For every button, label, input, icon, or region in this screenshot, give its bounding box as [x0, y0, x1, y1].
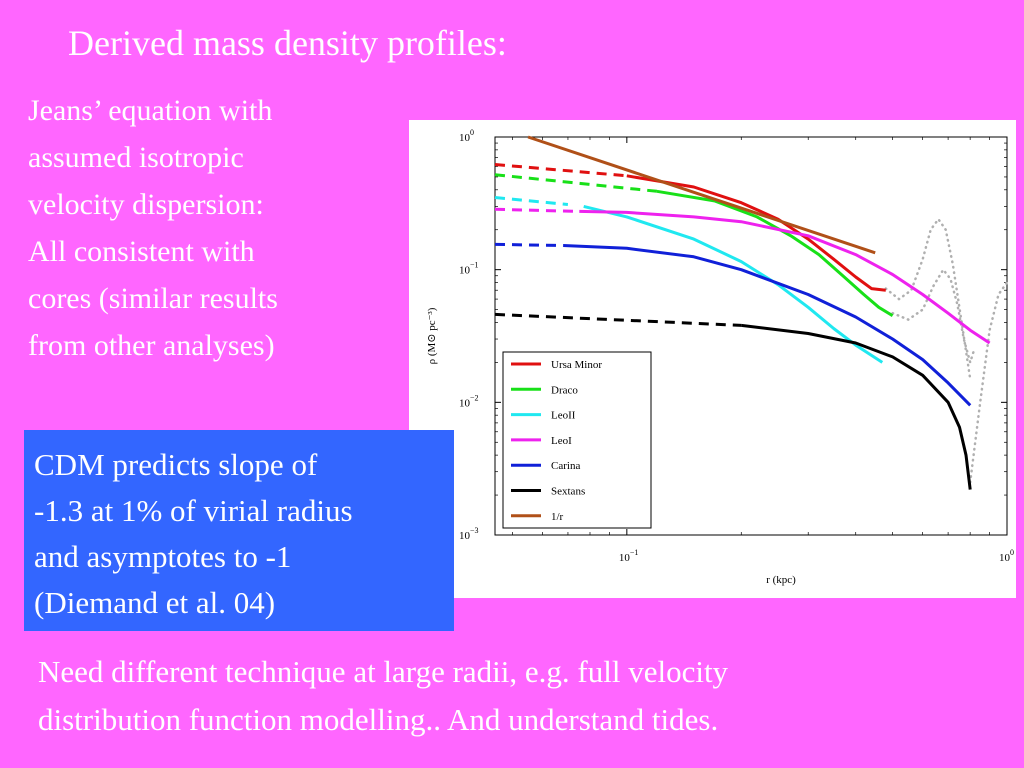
conclusion-text: Need different technique at large radii,… [38, 648, 728, 744]
cdm-line: -1.3 at 1% of virial radius [34, 493, 353, 528]
cdm-line: and asymptotes to -1 [34, 539, 292, 574]
series-line-dashed [494, 163, 627, 178]
chart-svg: 10−1 100 100 10−1 10−2 10−3 r (kpc) ρ (M⊙ pc⁻³)… [426, 128, 1014, 586]
jeans-description: Jeans’ equation with assumed isotropic v… [28, 96, 278, 378]
x-axis-label: r (kpc) [766, 574, 796, 586]
cdm-line: CDM predicts slope of [34, 447, 318, 482]
jeans-line: Jeans’ equation with [28, 94, 273, 127]
legend-label: Carina [551, 460, 580, 472]
y-axis-label: ρ (M⊙ pc⁻³) [426, 307, 438, 364]
series-line [527, 135, 876, 255]
jeans-line: assumed isotropic [28, 141, 244, 174]
y-tick-label: 100 [459, 128, 474, 144]
slide-title: Derived mass density profiles: [68, 23, 507, 63]
legend-label: Ursa Minor [551, 359, 602, 371]
series-line [579, 209, 991, 345]
y-tick-label: 10−2 [459, 393, 479, 409]
legend-label: LeoI [551, 435, 572, 447]
cdm-line: (Diemand et al. 04) [34, 585, 276, 620]
y-tick-label: 10−3 [459, 526, 479, 542]
conclusion-line: Need different technique at large radii,… [38, 654, 729, 689]
legend-label: LeoII [551, 410, 576, 422]
series-line-dashed [494, 196, 569, 206]
series-line [626, 174, 886, 292]
legend-label: Sextans [551, 486, 585, 498]
series-line-dashed [494, 312, 742, 327]
tidal-dotted-curve [884, 217, 972, 381]
conclusion-line: distribution function modelling.. And un… [38, 702, 719, 737]
series-line [563, 244, 972, 407]
density-profile-chart: 10−1 100 100 10−1 10−2 10−3 r (kpc) ρ (M⊙ pc⁻³)… [409, 120, 1016, 598]
jeans-line: cores (similar results [28, 282, 278, 315]
series-line [741, 323, 972, 490]
series-line-dashed [494, 242, 564, 247]
tidal-dotted-curve [968, 281, 1009, 484]
cdm-prediction-box: CDM predicts slope of -1.3 at 1% of viri… [24, 430, 454, 631]
jeans-line: All consistent with [28, 235, 255, 268]
tidal-dotted-curve [891, 267, 976, 367]
y-tick-label: 10−1 [459, 261, 479, 277]
plot-frame [494, 136, 1008, 536]
legend-label: Draco [551, 384, 578, 396]
series-line-dashed [494, 207, 580, 213]
series-line [656, 189, 894, 317]
legend-label: 1/r [551, 511, 564, 523]
jeans-line: from other analyses) [28, 329, 275, 362]
jeans-line: velocity dispersion: [28, 188, 264, 221]
x-tick-label: 10−1 [619, 548, 639, 564]
x-tick-label: 100 [999, 548, 1014, 564]
